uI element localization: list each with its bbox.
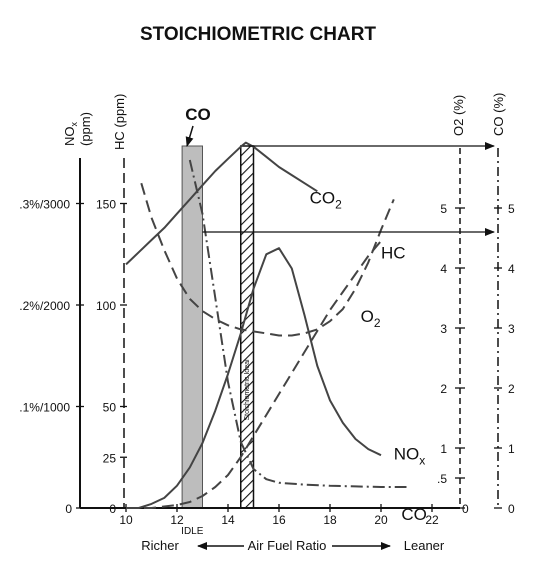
nox-axis-main: NO [62,127,77,147]
reference-arrows [202,142,495,236]
nox-tick-label: .1%/1000 [19,401,70,415]
co-callout-arrow [185,125,194,147]
series-line-hc [140,182,395,337]
nox-axis-sub: x [69,122,79,127]
co-tick-label: 0 [508,502,515,516]
x-tick-label: 10 [119,513,133,527]
x-tick-label: 22 [425,513,439,527]
series-label-main: HC [381,243,406,262]
chart-title: STOICHIOMETRIC CHART [140,24,376,45]
series-label: CO [401,505,427,524]
series-line-co [188,159,407,488]
series-label-main: NO [394,444,420,463]
nox-tick-label: .3%/3000 [19,198,70,212]
series-label-main: CO [401,505,427,524]
series-line-co2 [125,141,318,266]
series-label: HC [381,243,406,262]
o2-tick-label: 3 [440,322,447,336]
leaner-label: Leaner [404,538,445,553]
x-tick-label: 12 [170,513,184,527]
co-tick-label: 4 [508,262,515,276]
hc-tick-label: 25 [103,451,117,465]
richer-label: Richer [141,538,179,553]
o2-tick-label: 4 [440,262,447,276]
series-label: NOx [394,444,426,467]
hc-tick-label: 50 [103,401,117,415]
series-label-main: O [361,307,374,326]
co-tick-label: 3 [508,322,515,336]
series-line-o2 [126,240,382,509]
stoichiometric-band-label: Stoichiometric Ideal [244,359,251,421]
x-tick-label: 14 [221,513,235,527]
co-tick-label: 2 [508,382,515,396]
series-label: CO2 [310,189,343,212]
o2-tick-label: 1 [440,442,447,456]
o2-tick-label: 5 [440,202,447,216]
x-tick-label: 18 [323,513,337,527]
hc-tick-label: 100 [96,299,116,313]
o2-tick-label: 0 [462,502,469,516]
idle-label: IDLE [181,526,204,537]
idle-band [181,145,204,509]
hc-tick-label: 0 [109,502,116,516]
series-label-sub: 2 [374,316,381,330]
axes [79,148,499,509]
x-tick-label: 16 [272,513,286,527]
o2-axis-title: O2 (%) [451,95,466,136]
tick-labels: 0.1%/1000.2%/2000.3%/3000025501001500.51… [19,198,515,528]
nox-axis-title-text: NOx [62,122,79,147]
nox-tick-label: 0 [65,502,72,516]
hc-tick-label: 150 [96,198,116,212]
x-tick-label: 20 [374,513,388,527]
series-lines [125,141,407,509]
series-label-sub: x [419,453,425,467]
series-label: O2 [361,307,381,330]
co-callout-label: CO [185,105,211,124]
co-tick-label: 5 [508,202,515,216]
x-axis-title: Air Fuel Ratio [248,538,327,553]
o2-tick-label: .5 [437,472,447,486]
o2-tick-label: 2 [440,382,447,396]
series-label-main: CO [310,189,336,208]
nox-tick-label: .2%/2000 [19,299,70,313]
series-line-nox [126,247,382,509]
co-tick-label: 1 [508,442,515,456]
series-label-sub: 2 [335,198,342,212]
nox-axis-unit: (ppm) [78,112,93,146]
nox-axis-title: NOx (ppm) [62,112,93,146]
co-axis-title: CO (%) [491,93,506,136]
hc-axis-title: HC (ppm) [112,94,127,150]
